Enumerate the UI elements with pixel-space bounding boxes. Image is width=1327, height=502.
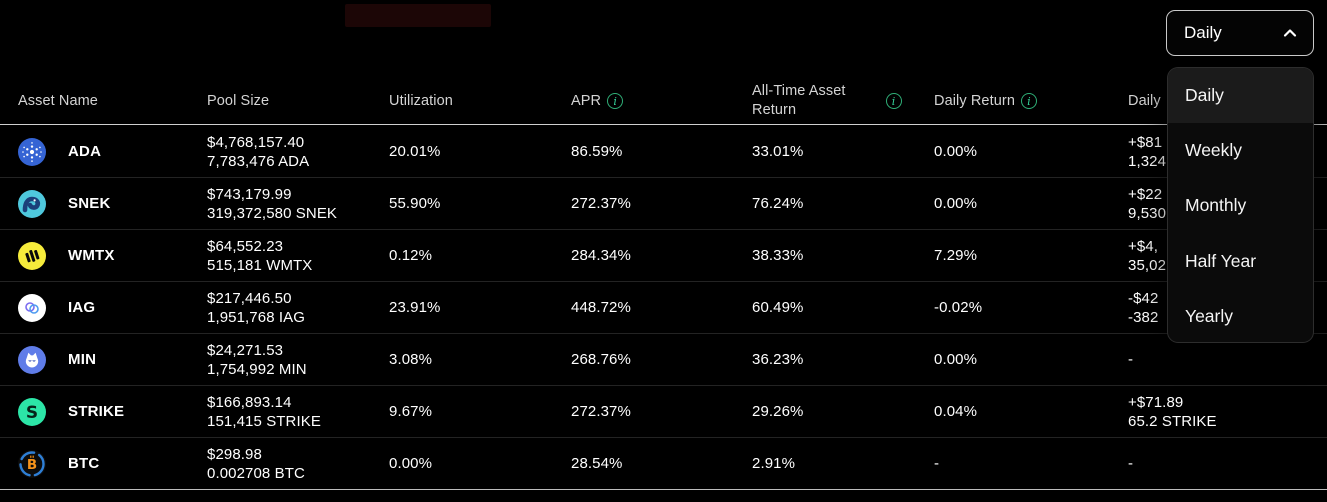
min-coin-icon [18, 345, 46, 374]
asset-name: IAG [68, 299, 96, 316]
chevron-up-icon [1283, 29, 1297, 37]
period-select-button[interactable]: Daily [1166, 10, 1314, 56]
apr-value: 272.37% [571, 195, 631, 212]
utilization-value: 0.12% [389, 247, 433, 264]
svg-text:S: S [26, 403, 38, 423]
all-time-return-value: 60.49% [752, 299, 804, 316]
period-select-menu: Daily Weekly Monthly Half Year Yearly [1167, 67, 1314, 343]
pool-size-cell: $298.98 0.002708 BTC [207, 445, 305, 482]
table-row-iag[interactable]: IAG $217,446.50 1,951,768 IAG 23.91% 448… [0, 282, 1327, 334]
daily-earnings-cell: - [1128, 351, 1134, 368]
pool-size-cell: $24,271.53 1,754,992 MIN [207, 341, 307, 378]
table-row-wmtx[interactable]: WMTX $64,552.23 515,181 WMTX 0.12% 284.3… [0, 230, 1327, 282]
daily-return-value: 7.29% [934, 247, 978, 264]
daily-return-value: -0.02% [934, 299, 983, 316]
menu-item-daily[interactable]: Daily [1168, 68, 1313, 124]
daily-earnings-cell: +$22 9,530 [1128, 185, 1167, 222]
daily-earnings-cell: +$4, 35,02 [1128, 237, 1167, 274]
header-daily-earnings-label: Daily [1128, 93, 1161, 109]
asset-name: MIN [68, 351, 97, 368]
apr-value: 268.76% [571, 351, 631, 368]
utilization-value: 20.01% [389, 143, 441, 160]
apr-value: 86.59% [571, 143, 623, 160]
header-daily-earnings: Daily [1128, 93, 1327, 109]
header-all-time-line2: Return [752, 102, 797, 118]
apr-value: 272.37% [571, 403, 631, 420]
apr-value: 448.72% [571, 299, 631, 316]
utilization-value: 0.00% [389, 455, 433, 472]
strike-coin-icon: S [18, 397, 46, 426]
btc-coin-icon: B [18, 449, 46, 478]
header-all-time-line1: All-Time Asset [752, 83, 846, 99]
daily-return-value: 0.00% [934, 351, 978, 368]
daily-return-value: 0.04% [934, 403, 978, 420]
apr-value: 28.54% [571, 455, 623, 472]
header-all-time-return: All-Time Asset Return i [752, 82, 934, 120]
all-time-return-value: 76.24% [752, 195, 804, 212]
pool-size-cell: $64,552.23 515,181 WMTX [207, 237, 313, 274]
top-decoration [345, 4, 491, 27]
daily-earnings-cell: +$81 1,324 [1128, 133, 1167, 170]
table-header-row: Asset Name Pool Size Utilization APR i A… [0, 78, 1327, 125]
table-row-snek[interactable]: SNEK $743,179.99 319,372,580 SNEK 55.90%… [0, 178, 1327, 230]
header-apr-label: APR [571, 93, 602, 109]
daily-return-value: 0.00% [934, 195, 978, 212]
all-time-return-value: 2.91% [752, 455, 796, 472]
apr-value: 284.34% [571, 247, 631, 264]
header-daily-return-label: Daily Return [934, 93, 1015, 109]
menu-item-weekly[interactable]: Weekly [1185, 140, 1243, 161]
daily-earnings-cell: - [1128, 455, 1134, 472]
apr-info-icon[interactable]: i [607, 93, 624, 109]
wmtx-coin-icon [18, 241, 46, 270]
pool-size-cell: $743,179.99 319,372,580 SNEK [207, 185, 338, 222]
header-utilization-label: Utilization [389, 93, 453, 109]
menu-item-half-year[interactable]: Half Year [1185, 250, 1257, 271]
menu-item-monthly[interactable]: Monthly [1185, 195, 1247, 216]
daily-earnings-cell: -$42 -382 [1128, 289, 1159, 326]
all-time-return-value: 38.33% [752, 247, 804, 264]
utilization-value: 9.67% [389, 403, 433, 420]
utilization-value: 23.91% [389, 299, 441, 316]
daily-return-value: - [934, 455, 940, 472]
pool-size-cell: $166,893.14 151,415 STRIKE [207, 393, 321, 430]
header-utilization: Utilization [389, 93, 571, 109]
all-time-return-value: 29.26% [752, 403, 804, 420]
table-row-strike[interactable]: S STRIKE $166,893.14 151,415 STRIKE 9.67… [0, 386, 1327, 438]
table-row-min[interactable]: MIN $24,271.53 1,754,992 MIN 3.08% 268.7… [0, 334, 1327, 386]
asset-name: WMTX [68, 247, 115, 264]
header-apr: APR i [571, 93, 752, 109]
daily-return-value: 0.00% [934, 143, 978, 160]
table-row-ada[interactable]: ADA $4,768,157.40 7,783,476 ADA 20.01% 8… [0, 126, 1327, 178]
ada-coin-icon [18, 137, 46, 166]
asset-name: BTC [68, 455, 100, 472]
pool-size-cell: $217,446.50 1,951,768 IAG [207, 289, 306, 326]
pool-size-cell: $4,768,157.40 7,783,476 ADA [207, 133, 310, 170]
header-pool-size-label: Pool Size [207, 93, 270, 109]
utilization-value: 55.90% [389, 195, 441, 212]
snek-coin-icon [18, 189, 46, 218]
daily-earnings-cell: +$71.89 65.2 STRIKE [1128, 393, 1217, 430]
header-pool-size: Pool Size [207, 93, 389, 109]
svg-text:B: B [27, 457, 37, 473]
period-select-value: Daily [1184, 23, 1222, 42]
table-row-btc[interactable]: B BTC $298.98 0.002708 BTC 0.00% 28.54% … [0, 438, 1327, 490]
utilization-value: 3.08% [389, 351, 433, 368]
asset-name: ADA [68, 143, 102, 160]
menu-item-yearly[interactable]: Yearly [1185, 305, 1233, 326]
header-asset-name-label: Asset Name [18, 93, 98, 109]
iag-coin-icon [18, 293, 46, 322]
all-time-return-value: 33.01% [752, 143, 804, 160]
asset-name: STRIKE [68, 403, 125, 420]
header-daily-return: Daily Return i [934, 93, 1128, 109]
all-time-return-info-icon[interactable]: i [885, 93, 902, 109]
daily-return-info-icon[interactable]: i [1020, 93, 1037, 109]
table-body: ADA $4,768,157.40 7,783,476 ADA 20.01% 8… [0, 126, 1327, 490]
asset-name: SNEK [68, 195, 111, 212]
all-time-return-value: 36.23% [752, 351, 804, 368]
header-asset-name: Asset Name [18, 93, 207, 109]
